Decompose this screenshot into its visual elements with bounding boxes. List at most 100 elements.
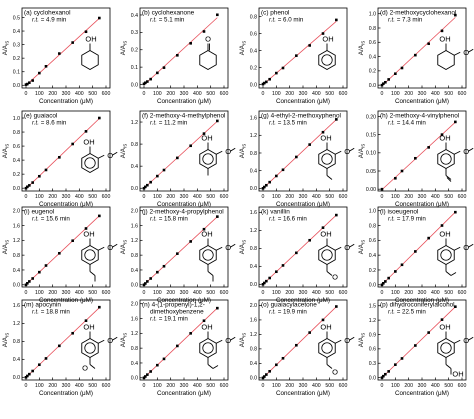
- data-point: [28, 280, 31, 283]
- bond: [467, 336, 474, 341]
- atom-label: O: [332, 368, 338, 377]
- y-tick-label: 0.4: [131, 361, 138, 367]
- atom-label: O: [463, 243, 469, 252]
- y-axis-label-subscript: IS: [5, 41, 10, 45]
- y-tick-label: 0.0: [131, 283, 138, 289]
- data-point: [382, 374, 385, 378]
- y-axis-label: A/AIS: [2, 144, 10, 158]
- x-axis-label: Concentration (μM): [39, 201, 93, 208]
- panel-title: (n) 4-(1-propenyl)-1,2-dimethoxybenzene: [142, 302, 205, 316]
- atom-label: OH: [83, 230, 94, 239]
- x-tick-label: 300: [299, 194, 308, 200]
- structure-eugenol: OH O: [81, 230, 118, 282]
- x-tick-label: 300: [418, 290, 427, 296]
- bond: [467, 147, 474, 152]
- y-tick-label: 0.20: [366, 114, 376, 120]
- data-point: [440, 318, 444, 321]
- data-point: [440, 29, 444, 33]
- data-point: [295, 343, 298, 347]
- retention-time-label: r.t.: [150, 216, 157, 223]
- data-point: [265, 373, 268, 376]
- data-point: [144, 81, 147, 85]
- x-tick-label: 500: [325, 194, 334, 200]
- x-axis-label: Concentration (μM): [39, 297, 93, 304]
- x-tick-label: 200: [166, 290, 175, 296]
- x-tick-label: 400: [75, 91, 84, 97]
- ring: [318, 337, 336, 359]
- y-tick-label: 0.6: [250, 31, 257, 37]
- data-point: [156, 363, 159, 367]
- panel-title: (a) cyclohexanol: [24, 10, 71, 17]
- structure-2-methoxycyclohexanol: OH O: [437, 35, 474, 71]
- data-point: [38, 270, 41, 274]
- data-point: [202, 30, 206, 33]
- retention-time-label: r.t.: [269, 216, 276, 223]
- x-tick-label: 100: [272, 383, 281, 389]
- aromatic-circle: [84, 249, 96, 261]
- y-tick-label: 1.0: [13, 116, 20, 122]
- panel-title: (e) guaiacol: [24, 113, 57, 120]
- structure-guaiacol: OH O: [81, 138, 118, 174]
- data-point: [308, 44, 311, 47]
- atom-label: OH: [85, 35, 96, 44]
- x-tick-label: 0: [381, 194, 384, 200]
- aromatic-circle: [321, 153, 333, 165]
- data-point: [335, 305, 338, 308]
- y-tick-label: 0.8: [369, 26, 376, 32]
- data-point: [149, 180, 152, 184]
- y-tick-label: 1.6: [250, 318, 257, 324]
- x-tick-label: 0: [25, 91, 28, 97]
- y-tick-label: 0.8: [131, 253, 138, 259]
- chart-panel: 0 100 200 300 400 500 600 0.0 0.4 0.8 1.2 1.6 Concen…: [239, 206, 355, 304]
- x-tick-label: 0: [25, 383, 28, 389]
- y-tick-label: 0.6: [13, 144, 20, 150]
- data-point: [31, 277, 34, 280]
- fit-line: [143, 120, 218, 189]
- data-point: [400, 263, 404, 267]
- x-tick-label: 100: [35, 383, 44, 389]
- bond: [98, 154, 105, 159]
- x-tick-label: 400: [193, 383, 202, 389]
- data-point: [98, 116, 101, 120]
- data-point: [202, 132, 206, 135]
- data-point: [454, 305, 457, 309]
- y-tick-label: 0.3: [131, 30, 138, 36]
- aromatic-circle: [84, 157, 96, 169]
- fit-line: [25, 307, 100, 378]
- data-point: [176, 252, 179, 255]
- retention-time-value: = 18.8 min: [39, 309, 70, 316]
- data-point: [31, 79, 34, 82]
- ring: [81, 244, 99, 266]
- retention-time-value: = 15.8 min: [157, 216, 188, 223]
- x-tick-label: 300: [418, 91, 427, 97]
- x-tick-label: 200: [404, 383, 413, 389]
- data-point: [149, 77, 152, 81]
- x-tick-label: 0: [143, 383, 146, 389]
- y-axis-label-subscript: IS: [123, 144, 128, 148]
- data-point: [216, 119, 219, 123]
- x-tick-label: 0: [381, 383, 384, 389]
- x-tick-label: 200: [166, 194, 175, 200]
- y-axis-label-main: A/A: [120, 336, 127, 347]
- y-axis-label-main: A/A: [2, 243, 9, 254]
- aromatic-circle: [440, 249, 452, 261]
- x-tick-label: 100: [272, 194, 281, 200]
- data-point: [308, 143, 311, 146]
- retention-time-label: r.t.: [269, 17, 276, 24]
- data-point: [71, 239, 74, 243]
- y-tick-label: 1.6: [250, 115, 257, 121]
- y-axis-label: A/AIS: [120, 41, 128, 55]
- y-tick-label: 0.0: [250, 376, 257, 382]
- data-point: [31, 181, 34, 184]
- x-tick-label: 600: [220, 91, 229, 97]
- y-tick-label: 0.8: [250, 347, 257, 353]
- retention-time: r.t. = 22.5 min: [388, 309, 426, 316]
- y-axis-label-main: A/A: [239, 243, 246, 254]
- x-tick-label: 0: [25, 290, 28, 296]
- retention-time-value: = 11.2 min: [157, 120, 188, 127]
- y-axis-label-main: A/A: [120, 147, 127, 158]
- data-point: [384, 280, 387, 283]
- y-axis-label: A/AIS: [2, 41, 10, 55]
- x-tick-label: 300: [299, 383, 308, 389]
- data-point: [308, 238, 311, 242]
